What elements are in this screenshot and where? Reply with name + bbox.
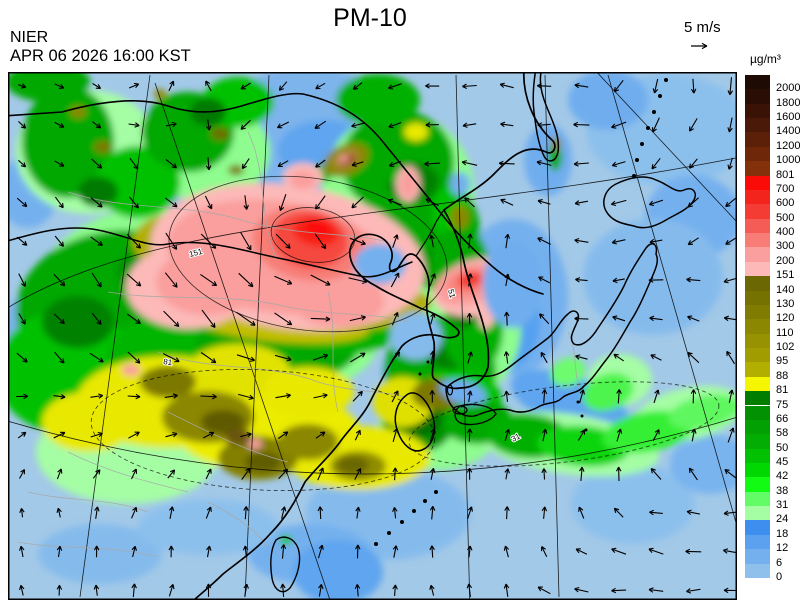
colorbar-cell bbox=[745, 204, 770, 219]
forecast-datetime: APR 06 2026 16:00 KST bbox=[10, 47, 191, 65]
colorbar-cell bbox=[745, 348, 770, 363]
colorbar-cell bbox=[745, 534, 770, 550]
colorbar-tick-label: 600 bbox=[776, 197, 795, 210]
colorbar-cell bbox=[745, 103, 770, 119]
page-title: PM-10 bbox=[333, 4, 407, 32]
colorbar-tick-label: 1800 bbox=[776, 96, 801, 109]
colorbar-tick-label: 95 bbox=[776, 355, 789, 368]
colorbar-legend: 2000 1800 1600 1400 1200 1000 801 700 600 500 400 3… bbox=[745, 75, 805, 585]
colorbar-tick-label: 50 bbox=[776, 441, 789, 454]
colorbar-tick-label: 130 bbox=[776, 297, 795, 310]
colorbar-cell bbox=[745, 247, 770, 262]
colorbar-cell bbox=[745, 261, 770, 277]
colorbar-cell bbox=[745, 118, 770, 133]
colorbar-cell bbox=[745, 146, 770, 162]
colorbar-tick-label: 58 bbox=[776, 427, 789, 440]
colorbar-tick-label: 81 bbox=[776, 384, 789, 397]
colorbar-tick-label: 500 bbox=[776, 211, 795, 224]
colorbar-tick-label: 31 bbox=[776, 499, 789, 512]
colorbar-tick-label: 400 bbox=[776, 226, 795, 239]
unit-label: µg/m³ bbox=[750, 52, 781, 66]
colorbar-tick-label: 102 bbox=[776, 341, 795, 354]
contour-lines bbox=[90, 175, 720, 491]
colorbar-cell bbox=[745, 75, 770, 90]
colorbar-cell bbox=[745, 391, 770, 406]
colorbar-tick-label: 12 bbox=[776, 542, 789, 555]
colorbar-tick-label: 45 bbox=[776, 455, 789, 468]
colorbar-tick-label: 1200 bbox=[776, 139, 801, 152]
colorbar-tick-label: 1600 bbox=[776, 111, 801, 124]
colorbar-cell bbox=[745, 333, 770, 349]
colorbar-cell bbox=[745, 491, 770, 507]
colorbar-tick-label: 38 bbox=[776, 484, 789, 497]
colorbar-tick-label: 66 bbox=[776, 412, 789, 425]
colorbar-cell bbox=[745, 276, 770, 291]
colorbar-cell bbox=[745, 477, 770, 492]
colorbar-tick-label: 75 bbox=[776, 398, 789, 411]
colorbar-tick-label: 200 bbox=[776, 254, 795, 267]
map-canvas: 151 81 51 31 bbox=[8, 72, 737, 600]
pm10-concentration-field bbox=[8, 72, 737, 600]
wind-vector-arrows bbox=[16, 77, 737, 598]
colorbar-cell bbox=[745, 520, 770, 535]
colorbar-tick-label: 88 bbox=[776, 369, 789, 382]
colorbar-cell bbox=[745, 376, 770, 392]
island-dots bbox=[374, 78, 668, 546]
coastlines bbox=[8, 72, 696, 600]
colorbar-tick-label: 6 bbox=[776, 556, 783, 569]
colorbar-cell bbox=[745, 362, 770, 377]
colorbar-cell bbox=[745, 132, 770, 147]
graticule-lines bbox=[8, 72, 737, 600]
colorbar-tick-label: 1400 bbox=[776, 125, 801, 138]
colorbar-tick-label: 2000 bbox=[776, 82, 801, 95]
colorbar-cell bbox=[745, 290, 770, 305]
agency-label: NIER bbox=[10, 29, 49, 46]
province-border-lines bbox=[17, 131, 581, 558]
colorbar-tick-label: 0 bbox=[776, 570, 783, 583]
colorbar-tick-label: 42 bbox=[776, 470, 789, 483]
contour-label: 51 bbox=[446, 288, 457, 299]
colorbar-cell bbox=[745, 319, 770, 334]
colorbar-cell bbox=[745, 304, 770, 320]
colorbar-cell bbox=[745, 448, 770, 463]
colorbar-cell bbox=[745, 434, 770, 449]
colorbar-tick-label: 151 bbox=[776, 269, 795, 282]
colorbar-tick-label: 110 bbox=[776, 326, 794, 339]
colorbar-cell bbox=[745, 405, 770, 420]
map-border bbox=[8, 72, 737, 600]
colorbar-tick-label: 24 bbox=[776, 513, 789, 526]
colorbar-tick-label: 140 bbox=[776, 283, 795, 296]
colorbar-cell bbox=[745, 233, 770, 248]
colorbar-cell bbox=[745, 419, 770, 435]
colorbar-tick-label: 120 bbox=[776, 312, 795, 325]
colorbar-cell bbox=[745, 89, 770, 104]
contour-label: 81 bbox=[163, 357, 174, 367]
colorbar-cell bbox=[745, 462, 770, 478]
colorbar-cell bbox=[745, 506, 770, 521]
colorbar-tick-label: 700 bbox=[776, 182, 795, 195]
colorbar-tick-label: 801 bbox=[776, 168, 795, 181]
colorbar-cell bbox=[745, 563, 770, 578]
colorbar-cell bbox=[745, 218, 770, 234]
colorbar-cell bbox=[745, 161, 770, 176]
colorbar-cell bbox=[745, 189, 770, 205]
colorbar-cell bbox=[745, 549, 770, 564]
colorbar-tick-label: 18 bbox=[776, 527, 789, 540]
colorbar-tick-label: 300 bbox=[776, 240, 795, 253]
colorbar-cell bbox=[745, 175, 770, 190]
wind-reference-arrow-icon bbox=[691, 42, 708, 50]
colorbar-tick-label: 1000 bbox=[776, 154, 801, 167]
wind-reference-label: 5 m/s bbox=[684, 19, 721, 36]
